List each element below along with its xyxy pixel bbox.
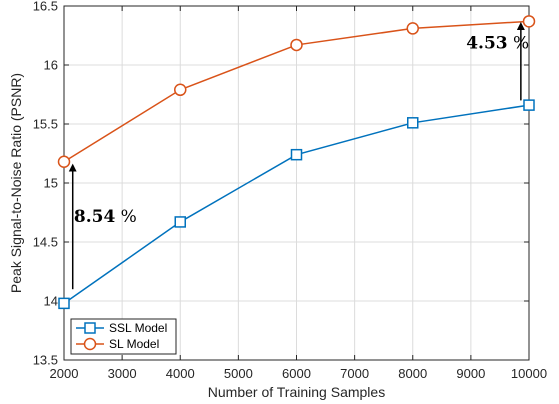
x-tick-label: 8000 — [398, 366, 427, 381]
grid-lines — [64, 6, 529, 360]
x-axis-label: Number of Training Samples — [208, 384, 385, 400]
y-tick-label: 14.5 — [33, 235, 58, 250]
data-point-square — [174, 216, 186, 228]
annotation-label: 8.54 % — [74, 207, 137, 227]
x-tick-label: 5000 — [224, 366, 253, 381]
legend: SSL Model SL Model — [70, 318, 177, 355]
x-tick-label: 9000 — [456, 366, 485, 381]
data-point-square — [407, 117, 419, 129]
legend-marker-circle — [83, 337, 97, 351]
x-tick-label: 10000 — [511, 366, 547, 381]
series-sl-model — [57, 15, 536, 169]
x-tick-label: 2000 — [50, 366, 79, 381]
legend-label: SL Model — [109, 337, 159, 351]
legend-label: SSL Model — [109, 321, 167, 335]
axis-ticks: 2000 3000 4000 5000 6000 7000 8000 9000 10000 13.… — [33, 0, 547, 381]
y-tick-label: 16.5 — [33, 0, 58, 14]
y-axis-label: Peak Signal-to-Noise Ratio (PSNR) — [8, 73, 24, 293]
data-point-circle — [174, 83, 187, 97]
legend-marker-square — [84, 322, 96, 334]
data-point-circle — [406, 22, 419, 35]
series-lines — [57, 15, 536, 310]
data-point-circle — [290, 38, 303, 52]
y-tick-label: 14 — [44, 294, 58, 309]
data-point-square — [523, 99, 535, 111]
series-ssl-model — [58, 99, 535, 310]
y-tick-label: 13.5 — [33, 353, 58, 368]
x-tick-label: 7000 — [340, 366, 369, 381]
data-point-square — [58, 297, 70, 310]
annotations: 8.54 % 4.53 % — [68, 22, 529, 290]
data-point-square — [290, 148, 303, 161]
data-point-circle — [57, 155, 71, 169]
x-tick-label: 4000 — [166, 366, 195, 381]
annotation-label: 4.53 % — [466, 33, 529, 53]
x-tick-label: 3000 — [108, 366, 137, 381]
y-tick-label: 16 — [44, 58, 58, 73]
x-tick-label: 6000 — [282, 366, 311, 381]
y-tick-label: 15 — [44, 176, 58, 191]
y-tick-label: 15.5 — [33, 117, 58, 132]
data-point-circle — [522, 15, 536, 28]
